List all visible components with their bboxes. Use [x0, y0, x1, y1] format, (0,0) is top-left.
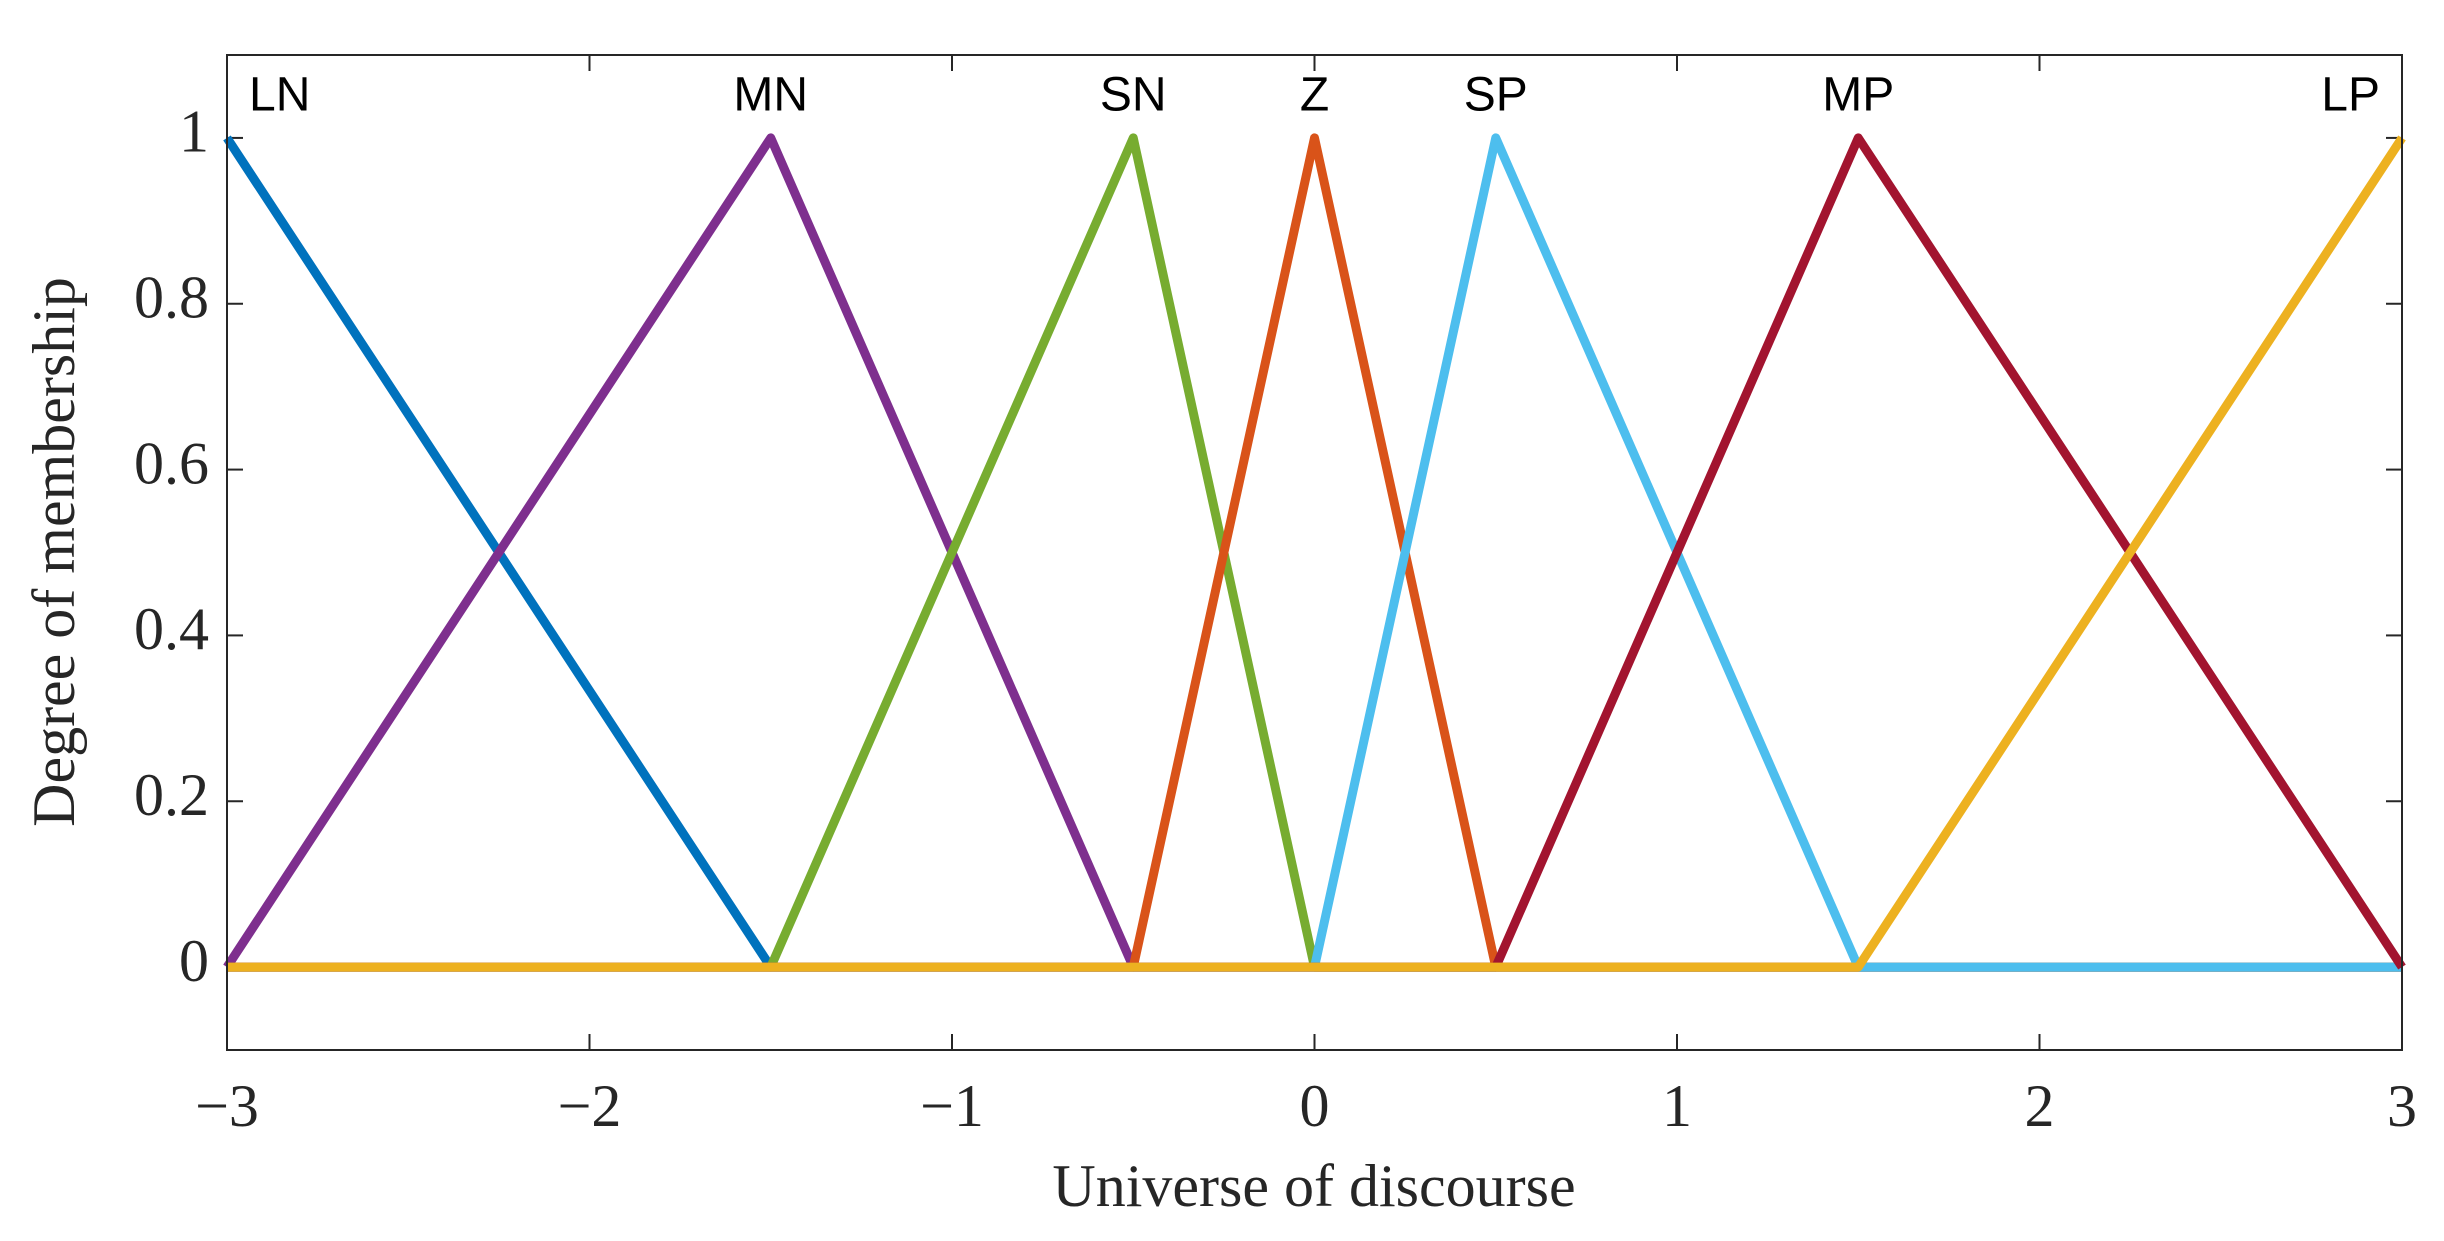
series-line [227, 135, 2406, 972]
x-tick-label: −3 [195, 1073, 259, 1139]
series-line [227, 133, 2406, 972]
y-tick-label: 0.4 [134, 596, 209, 662]
x-tick-label: 0 [1300, 1073, 1330, 1139]
series-label: LN [249, 69, 310, 122]
y-tick-label: 1 [179, 99, 209, 165]
series-label: SP [1464, 69, 1528, 122]
x-tick-label: 3 [2387, 1073, 2417, 1139]
y-tick-label: 0 [179, 928, 209, 994]
series-line [227, 133, 2402, 972]
y-tick-label: 0.6 [134, 430, 209, 496]
x-tick-label: 1 [1662, 1073, 1692, 1139]
y-tick-label: 0.2 [134, 762, 209, 828]
series-line [223, 135, 2402, 972]
series-label: SN [1100, 69, 1167, 122]
series-line [223, 133, 2402, 972]
series-label: MP [1822, 69, 1894, 122]
plot-frame [226, 54, 2403, 1051]
series-line [227, 133, 2402, 972]
x-tick-label: −1 [920, 1073, 984, 1139]
x-axis-label: Universe of discourse [1052, 1153, 1575, 1219]
y-tick-label: 0.8 [134, 265, 209, 331]
series-label: LP [2321, 69, 2380, 122]
y-axis-label: Degree of membership [21, 277, 87, 827]
series-label: MN [733, 69, 808, 122]
x-tick-label: 2 [2025, 1073, 2055, 1139]
series-line [227, 133, 2402, 972]
series-label: Z [1300, 69, 1329, 122]
x-tick-label: −2 [558, 1073, 622, 1139]
